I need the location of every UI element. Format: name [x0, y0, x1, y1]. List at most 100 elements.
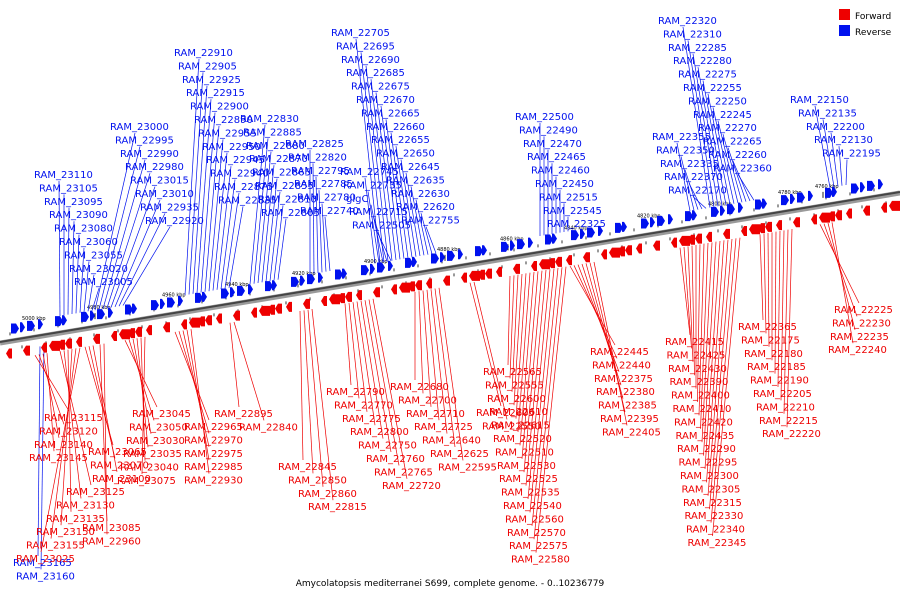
forward-gene-label: RAM_22385: [598, 401, 657, 412]
forward-gene-label: RAM_22390: [670, 377, 729, 388]
forward-gene-arrow: [135, 326, 142, 337]
forward-gene-arrow: [765, 221, 772, 232]
reverse-leader: [204, 125, 220, 292]
reverse-leader: [71, 221, 75, 315]
reverse-gene-label: RAM_22195: [822, 149, 881, 160]
forward-gene-label: RAM_22680: [390, 382, 449, 393]
forward-leader: [42, 353, 60, 438]
forward-gene-label: RAM_22815: [308, 502, 367, 513]
forward-gene-arrow: [443, 275, 450, 286]
forward-gene-arrow: [259, 305, 270, 316]
reverse-leader: [253, 138, 269, 284]
forward-gene-arrow: [345, 291, 352, 302]
reverse-gene-label: RAM_22370: [664, 172, 723, 183]
forward-gene-label: RAM_22185: [747, 362, 806, 373]
reverse-leader: [684, 169, 699, 210]
reverse-gene-label: RAM_22735: [343, 180, 402, 191]
reverse-gene-label: RAM_22325: [547, 219, 606, 230]
forward-gene-label: RAM_22430: [668, 364, 727, 375]
reverse-gene-label: RAM_23165: [13, 558, 72, 569]
reverse-leader: [395, 146, 413, 258]
reverse-gene-arrow: [711, 206, 719, 217]
reverse-gene-arrow: [377, 262, 385, 273]
forward-gene-label: RAM_22710: [406, 409, 465, 420]
reverse-gene-label: RAM_22360: [713, 163, 772, 174]
forward-gene-label: RAM_22380: [596, 387, 655, 398]
forward-leader: [50, 348, 77, 539]
forward-gene-label: RAM_22365: [738, 322, 797, 333]
gene-arrows: [6, 179, 900, 359]
forward-gene-arrow: [601, 249, 607, 260]
forward-leader: [573, 265, 618, 359]
reverse-gene-arrow: [318, 272, 323, 283]
forward-gene-arrow: [181, 319, 187, 330]
forward-gene-arrow: [275, 303, 282, 314]
forward-leader: [529, 268, 555, 513]
forward-leader: [535, 266, 567, 553]
kbp-tick-label: 4820 kbp: [637, 214, 661, 220]
reverse-leader: [410, 186, 425, 256]
reverse-leader: [220, 179, 236, 290]
forward-gene-arrow: [356, 290, 362, 301]
forward-leader: [698, 243, 705, 416]
reverse-gene-label: RAM_22880: [246, 141, 305, 152]
reverse-leader: [375, 92, 397, 261]
reverse-leader: [192, 85, 208, 294]
reverse-leader: [692, 53, 719, 207]
reverse-gene-label: RAM_22890: [194, 115, 253, 126]
forward-leader: [774, 231, 777, 374]
reverse-leader: [196, 99, 212, 294]
reverse-gene-label: RAM_22335: [660, 159, 719, 170]
reverse-gene-arrow: [482, 245, 487, 256]
reverse-leader: [269, 191, 281, 282]
reverse-gene-arrow: [97, 309, 105, 320]
reverse-gene-arrow: [878, 179, 883, 190]
forward-leader: [531, 267, 559, 526]
reverse-leader: [830, 132, 839, 187]
forward-leader: [426, 289, 440, 421]
forward-gene-label: RAM_23065: [88, 447, 147, 458]
reverse-leader: [415, 199, 429, 255]
reverse-leader: [40, 345, 45, 570]
reverse-gene-label: RAM_23010: [135, 189, 194, 200]
forward-gene-arrow: [566, 255, 572, 266]
reverse-gene-arrow: [668, 214, 673, 225]
reverse-gene-arrow: [81, 311, 89, 322]
forward-leader: [507, 275, 511, 366]
reverse-gene-arrow: [291, 276, 299, 287]
reverse-leader: [228, 206, 244, 288]
forward-gene-label: RAM_22845: [278, 462, 337, 473]
forward-leader: [759, 234, 764, 321]
forward-leader: [469, 282, 502, 407]
forward-gene-arrow: [496, 266, 502, 277]
forward-gene-label: RAM_23040: [120, 463, 179, 474]
forward-gene-label: RAM_22315: [683, 498, 742, 509]
forward-gene-label: RAM_22725: [414, 422, 473, 433]
reverse-leader: [98, 146, 141, 310]
reverse-leader: [58, 180, 61, 317]
reverse-gene-arrow: [790, 193, 795, 204]
kbp-tick-label: 4940 kbp: [225, 282, 249, 288]
reverse-leader: [370, 79, 393, 261]
reverse-leader: [688, 183, 703, 210]
forward-gene-arrow: [251, 307, 257, 318]
reverse-gene-label: RAM_22655: [371, 135, 430, 146]
forward-gene-arrow: [146, 325, 152, 336]
forward-gene-arrow: [539, 259, 550, 270]
reverse-gene-arrow: [300, 275, 305, 286]
forward-gene-label: RAM_22305: [682, 484, 741, 495]
forward-gene-arrow: [373, 287, 380, 298]
reverse-leader: [420, 213, 433, 255]
forward-leader: [38, 354, 65, 425]
reverse-gene-label: RAM_22945: [206, 155, 265, 166]
reverse-leader: [814, 105, 831, 188]
forward-gene-label: RAM_22400: [671, 391, 730, 402]
forward-leader: [707, 239, 729, 496]
reverse-gene-arrow: [528, 237, 533, 248]
forward-leader: [141, 336, 146, 475]
forward-leader: [229, 322, 240, 408]
reverse-leader: [102, 159, 146, 309]
reverse-leader: [845, 159, 848, 186]
reverse-gene-label: RAM_23015: [130, 176, 189, 187]
